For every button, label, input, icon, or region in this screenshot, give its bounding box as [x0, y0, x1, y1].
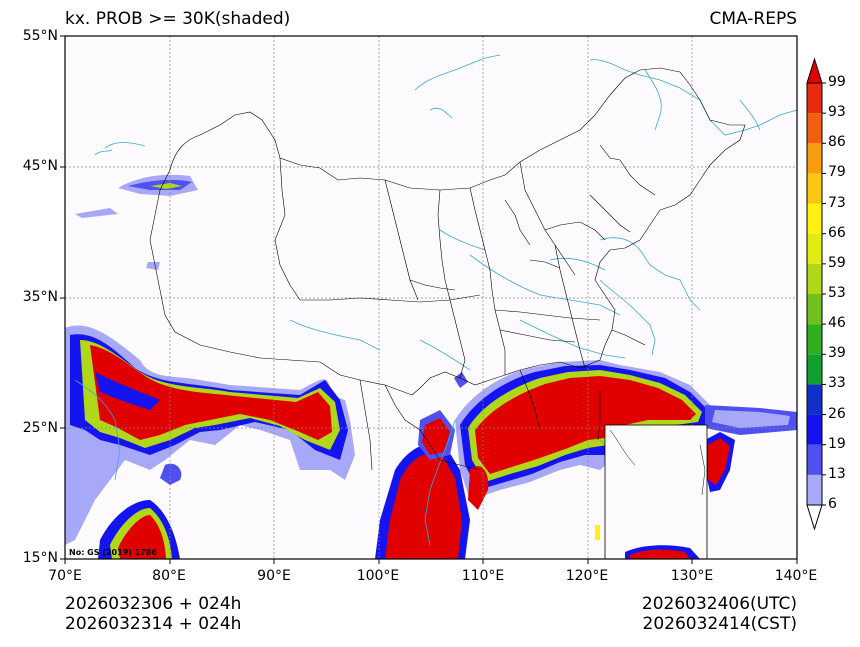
lat-label-25: 25°N [22, 420, 58, 436]
valid-time-utc: 2026032406(UTC) [641, 594, 797, 614]
colorbar-label: 79 [828, 164, 846, 181]
lon-label-90: 90°E [257, 568, 291, 584]
review-number: No: GS (2019) 1786 [69, 548, 157, 557]
chart-title: kx. PROB >= 30K(shaded) [65, 9, 291, 29]
probability-shading [65, 174, 797, 559]
colorbar-label: 66 [828, 224, 846, 241]
colorbar-over-extension [806, 57, 823, 84]
valid-time-block: 2026032406(UTC) 2026032414(CST) [642, 594, 797, 634]
lat-label-15: 15°N [22, 550, 58, 566]
init-time-utc: 2026032306 + 024h [65, 594, 242, 614]
shading-indochina [375, 410, 470, 559]
colorbar-label: 99 [828, 74, 846, 90]
lon-label-140: 140°E [774, 568, 818, 584]
colorbar-label: 19 [828, 435, 846, 452]
colorbar-segment [807, 203, 822, 234]
inset-box [604, 424, 708, 560]
rivers-coastlines [74, 54, 798, 546]
colorbar-label: 93 [828, 104, 846, 121]
shading-south-asia [65, 325, 355, 545]
colorbar-segment [807, 324, 822, 355]
lat-label-55: 55°N [22, 28, 58, 44]
colorbar-segment [807, 233, 822, 264]
colorbar-segment [807, 113, 822, 144]
init-time-cst: 2026032314 + 024h [65, 614, 242, 634]
colorbar-segment [807, 414, 822, 445]
valid-time-cst: 2026032414(CST) [642, 614, 797, 634]
colorbar-label: 13 [828, 465, 846, 482]
shading-india-south [98, 500, 180, 559]
model-name: CMA-REPS [709, 9, 797, 29]
colorbar-label: 33 [828, 375, 846, 392]
lon-label-80: 80°E [152, 568, 186, 584]
colorbar-segment [807, 444, 822, 475]
colorbar-segment [807, 83, 822, 114]
colorbar-label: 39 [828, 345, 846, 362]
colorbar-segment [807, 354, 822, 385]
graticule [65, 36, 797, 559]
colorbar-segment [807, 294, 822, 325]
colorbar-segment [807, 263, 822, 294]
shading-kazakh-region [75, 174, 198, 218]
colorbar-segment [807, 384, 822, 415]
lon-label-130: 130°E [670, 568, 714, 584]
colorbar-label: 46 [828, 315, 846, 332]
lon-label-70: 70°E [48, 568, 82, 584]
shading-tibet-small [146, 262, 468, 388]
lat-label-35: 35°N [22, 289, 58, 305]
colorbar [806, 57, 826, 531]
colorbar-segment [807, 143, 822, 174]
shading-south-china [455, 360, 715, 510]
colorbar-label: 73 [828, 194, 846, 211]
init-time-block: 2026032306 + 024h 2026032314 + 024h [65, 594, 241, 634]
colorbar-segment [807, 173, 822, 204]
colorbar-label: 53 [828, 285, 846, 301]
axis-ticks [60, 35, 798, 564]
admin-borders [149, 67, 746, 471]
lon-label-120: 120°E [565, 568, 609, 584]
lon-label-110: 110°E [461, 568, 505, 584]
colorbar-label: 59 [828, 254, 846, 271]
colorbar-segment [807, 474, 822, 505]
lon-label-100: 100°E [356, 568, 400, 584]
colorbar-label: 6 [828, 496, 837, 512]
colorbar-under-extension [806, 504, 823, 531]
colorbar-label: 26 [828, 405, 846, 422]
colorbar-label: 86 [828, 134, 846, 151]
lat-label-45: 45°N [22, 158, 58, 174]
